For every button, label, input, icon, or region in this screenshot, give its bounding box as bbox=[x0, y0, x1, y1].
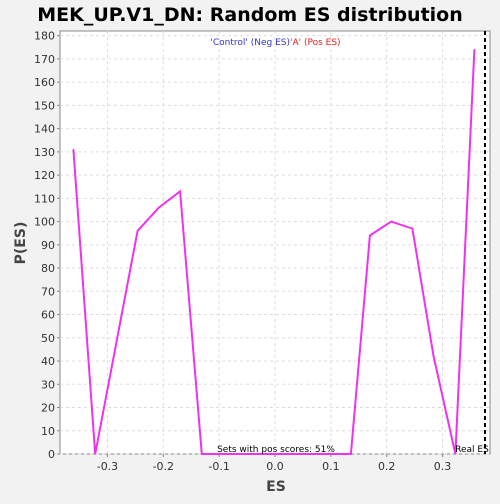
y-tick-label: 120 bbox=[34, 169, 55, 182]
y-tick-label: 140 bbox=[34, 123, 55, 136]
y-tick-label: 70 bbox=[41, 285, 55, 298]
series-line bbox=[72, 49, 476, 455]
y-tick-label: 80 bbox=[41, 262, 55, 275]
y-tick-label: 130 bbox=[34, 146, 55, 159]
data-point bbox=[222, 453, 224, 455]
data-point bbox=[454, 453, 456, 455]
data-point bbox=[369, 234, 371, 237]
data-point bbox=[432, 355, 435, 357]
y-tick-label: 110 bbox=[34, 192, 55, 205]
y-tick-label: 50 bbox=[41, 332, 55, 345]
data-point bbox=[94, 453, 96, 455]
y-tick-label: 170 bbox=[34, 53, 55, 66]
data-point bbox=[137, 230, 139, 232]
data-point bbox=[115, 341, 118, 344]
x-tick-label: 0.0 bbox=[266, 460, 284, 473]
x-tick-label: -0.1 bbox=[208, 460, 229, 473]
data-point bbox=[286, 453, 288, 455]
y-tick-label: 60 bbox=[41, 309, 55, 322]
y-axis-label: P(ES) bbox=[13, 222, 29, 265]
data-point bbox=[201, 453, 203, 455]
axis-ticks: 0 10 20 30 40 50 60 70 80 90 100 110 120 130 140 150 160… bbox=[34, 30, 451, 473]
pos-scores-annotation: Sets with pos scores: 51% bbox=[217, 445, 335, 455]
series-layer bbox=[72, 48, 476, 455]
x-tick-label: 0.1 bbox=[322, 460, 340, 473]
y-tick-label: 10 bbox=[41, 425, 55, 438]
data-point bbox=[350, 453, 352, 455]
y-tick-label: 30 bbox=[41, 378, 55, 391]
data-point bbox=[307, 453, 309, 455]
data-point bbox=[264, 453, 267, 455]
y-tick-label: 0 bbox=[48, 448, 55, 461]
data-point bbox=[473, 48, 475, 51]
real-es-label: Real ES bbox=[455, 445, 489, 455]
x-axis-label: ES bbox=[266, 479, 286, 495]
y-tick-label: 160 bbox=[34, 76, 55, 89]
legend-pos-label: 'A' (Pos ES) bbox=[290, 38, 341, 48]
x-tick-label: -0.3 bbox=[97, 460, 118, 473]
y-tick-label: 180 bbox=[34, 30, 55, 43]
x-tick-label: 0.2 bbox=[378, 460, 396, 473]
legend-control-label: 'Control' (Neg ES) bbox=[210, 38, 290, 48]
y-tick-label: 90 bbox=[41, 239, 55, 252]
data-point bbox=[390, 220, 392, 223]
y-tick-label: 150 bbox=[34, 99, 55, 112]
y-tick-label: 20 bbox=[41, 402, 55, 415]
data-point bbox=[243, 453, 245, 455]
x-tick-label: -0.2 bbox=[153, 460, 174, 473]
data-point bbox=[158, 207, 160, 209]
data-point bbox=[411, 227, 413, 230]
data-point bbox=[72, 148, 75, 151]
chart-title: MEK_UP.V1_DN: Random ES distribution bbox=[37, 4, 463, 26]
grid-lines bbox=[60, 31, 490, 455]
x-tick-label: 0.3 bbox=[434, 460, 452, 473]
data-point bbox=[329, 453, 331, 455]
y-tick-label: 100 bbox=[34, 216, 55, 229]
y-tick-label: 40 bbox=[41, 355, 55, 368]
data-point bbox=[179, 190, 181, 192]
